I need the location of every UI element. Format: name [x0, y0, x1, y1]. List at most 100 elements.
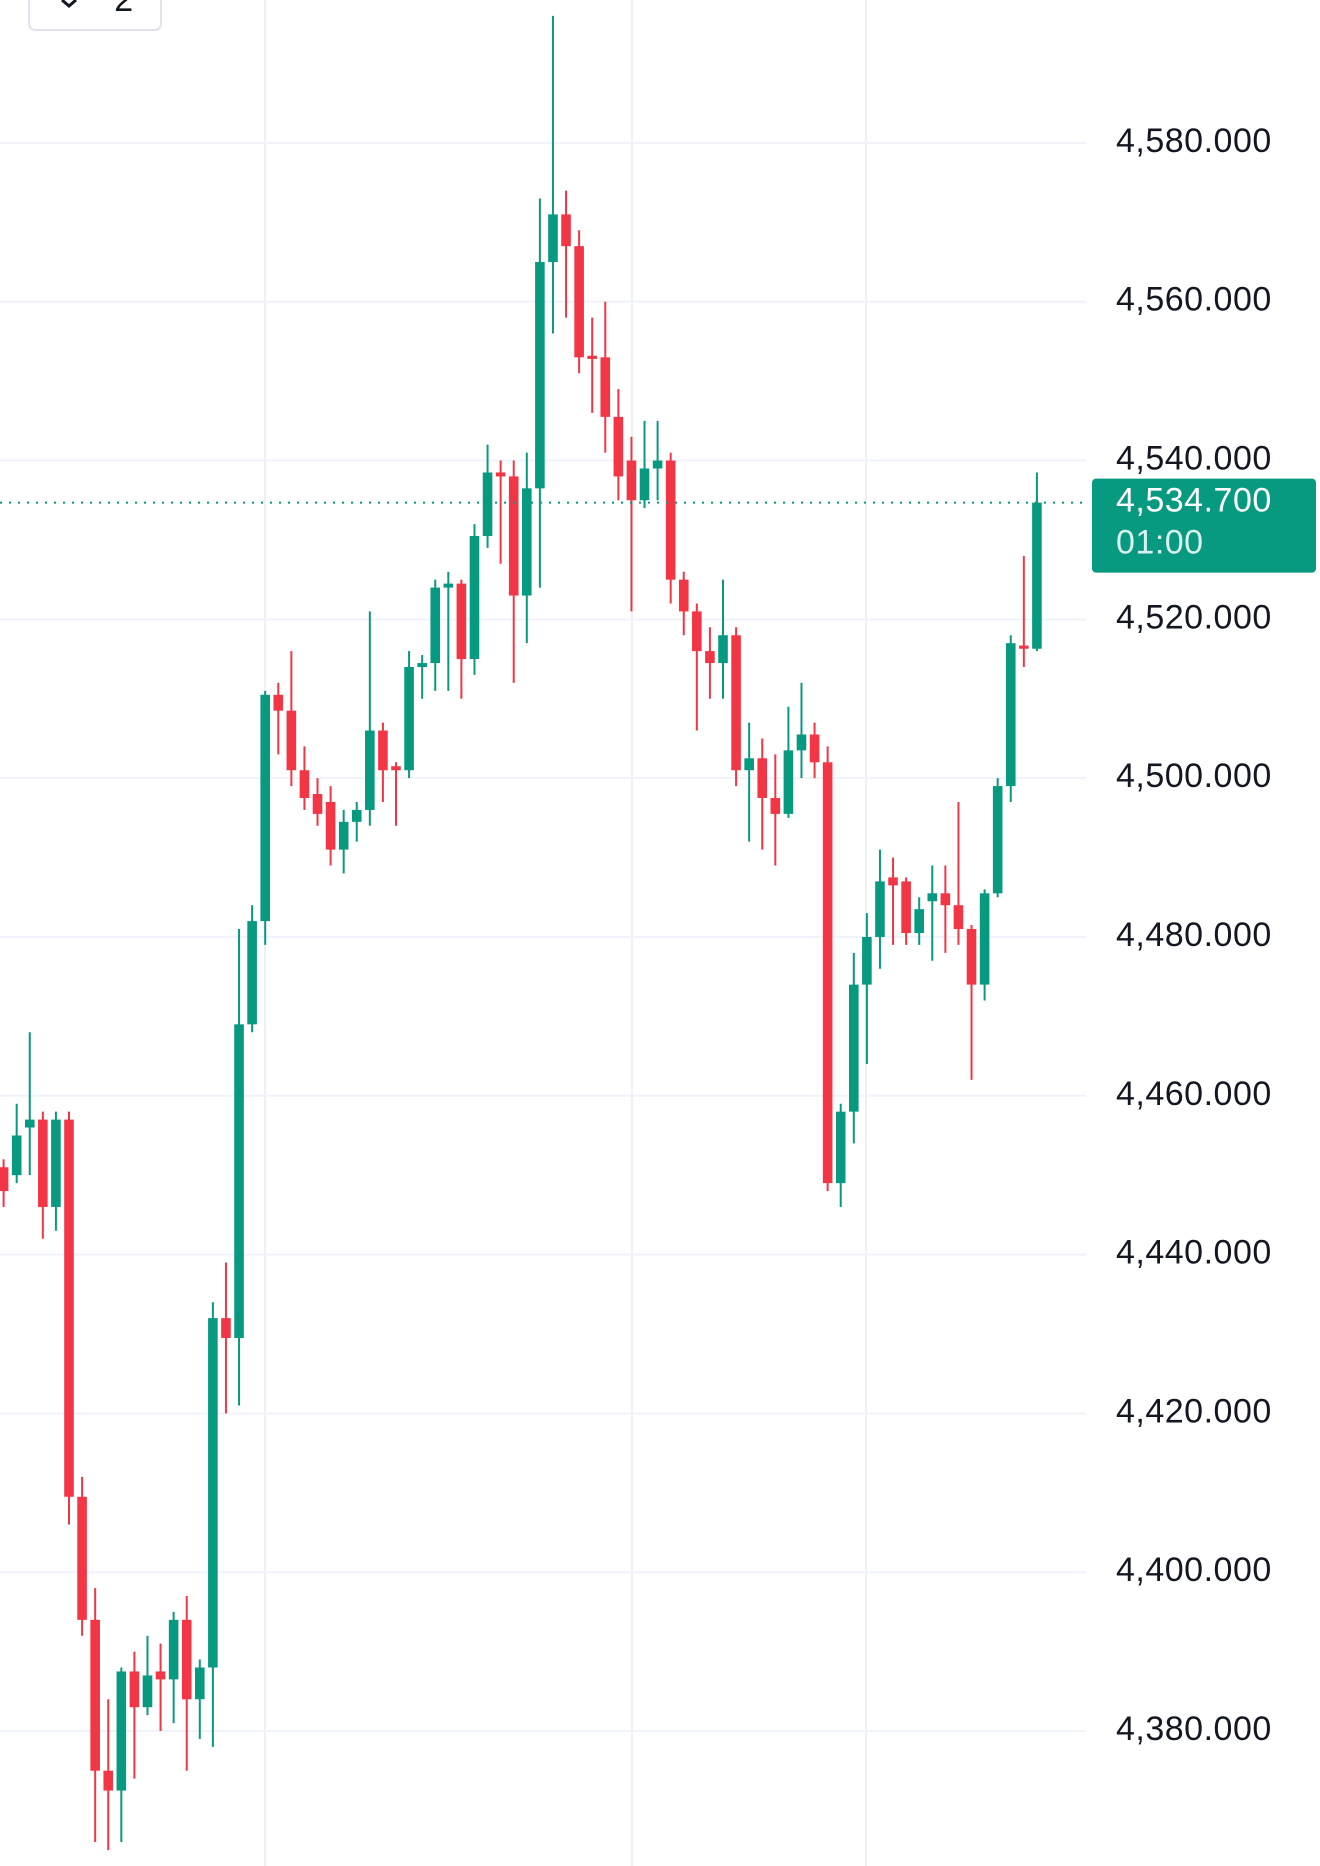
candle-body: [548, 214, 558, 263]
candle-body: [665, 460, 676, 580]
candle-body: [940, 893, 951, 906]
candle-body: [351, 809, 362, 822]
y-tick-label: 4,400.000: [1116, 1551, 1272, 1589]
candle-body: [391, 766, 401, 771]
y-tick-label: 4,440.000: [1116, 1234, 1272, 1272]
candle-body: [404, 666, 414, 771]
candle-body: [757, 758, 768, 799]
candle-body: [731, 635, 741, 771]
y-tick-label: 4,500.000: [1116, 757, 1272, 795]
candle-body: [64, 1119, 74, 1497]
candle-body: [992, 786, 1003, 894]
last-price-label: 4,534.700: [1116, 482, 1272, 520]
candle-body: [535, 262, 545, 489]
candles: [0, 15, 1042, 1851]
candle-body: [299, 770, 310, 799]
y-tick-label: 4,580.000: [1116, 122, 1272, 160]
y-tick-label: 4,460.000: [1116, 1075, 1272, 1113]
y-tick-label: 4,540.000: [1116, 440, 1272, 478]
candle-body: [809, 734, 820, 763]
candle-body: [325, 801, 336, 850]
candle-body: [273, 694, 284, 711]
candle-body: [51, 1119, 61, 1207]
candle-body: [181, 1619, 192, 1700]
candle-body: [11, 1135, 22, 1176]
candle-body: [692, 611, 702, 652]
candle-body: [875, 881, 885, 937]
candle-body: [195, 1667, 205, 1700]
candle-body: [286, 710, 297, 771]
candle-body: [168, 1619, 179, 1680]
candle-body: [979, 893, 990, 985]
candle-body: [862, 936, 872, 985]
candle-body: [77, 1496, 87, 1620]
candle-body: [38, 1119, 48, 1207]
candle-body: [639, 468, 650, 501]
candle-body: [888, 877, 898, 886]
candle-body: [705, 651, 715, 664]
candle-body: [600, 357, 611, 417]
candle-body: [312, 794, 323, 814]
candle-body: [718, 635, 728, 664]
candle-body: [482, 472, 493, 536]
grid: 4,380.000 4,400.000 4,420.000 4,440.000 4,46…: [0, 122, 1272, 1748]
candle-body: [155, 1671, 166, 1680]
candle-body: [260, 694, 270, 922]
candle-body: [103, 1770, 114, 1791]
countdown-label: 01:00: [1116, 524, 1204, 562]
candle-body: [508, 476, 519, 596]
y-tick-label: 4,480.000: [1116, 916, 1272, 954]
candle-body: [456, 583, 467, 660]
candle-body: [561, 214, 571, 247]
candle-body: [90, 1619, 100, 1771]
candle-body: [849, 984, 859, 1112]
candle-body: [417, 663, 427, 667]
candle-body: [770, 798, 781, 814]
candle-body: [1032, 502, 1042, 649]
overlay: 4,534.700 01:00: [0, 478, 1316, 573]
candle-body: [221, 1318, 231, 1338]
y-tick-label: 4,380.000: [1116, 1710, 1272, 1748]
candle-body: [0, 1167, 9, 1192]
candle-body: [495, 472, 506, 477]
candle-body: [966, 929, 977, 985]
candle-body: [835, 1111, 846, 1184]
candle-body: [783, 750, 794, 814]
candle-body: [927, 893, 938, 902]
candle-body: [129, 1671, 140, 1708]
candle-body: [1019, 645, 1029, 649]
candle-body: [208, 1318, 218, 1668]
toolbar-button[interactable]: 2: [28, 0, 162, 31]
candle-body: [338, 821, 349, 850]
candle-body: [953, 905, 964, 930]
candle-body: [626, 460, 637, 501]
candle-body: [365, 730, 375, 810]
candle-body: [744, 758, 754, 771]
candle-body: [587, 355, 597, 359]
candle-body: [574, 246, 584, 358]
candle-body: [901, 881, 911, 933]
badge-count: 2: [114, 0, 133, 19]
y-tick-label: 4,420.000: [1116, 1392, 1272, 1430]
candle-body: [652, 460, 663, 469]
candle-body: [142, 1675, 153, 1708]
candle-body: [613, 416, 624, 477]
last-price-box: [1092, 478, 1316, 573]
candle-body: [443, 583, 454, 588]
candle-body: [914, 909, 924, 933]
candle-body: [378, 730, 388, 771]
button-frame[interactable]: [28, 0, 162, 31]
y-tick-label: 4,560.000: [1116, 281, 1272, 319]
candle-body: [116, 1671, 127, 1791]
y-tick-label: 4,520.000: [1116, 598, 1272, 636]
candle-body: [247, 921, 257, 1025]
candle-body: [430, 587, 441, 664]
chevron-icon: [61, 0, 77, 8]
candle-body: [1005, 643, 1016, 787]
candle-body: [796, 734, 807, 751]
candle-body: [234, 1024, 244, 1338]
candle-body: [469, 535, 480, 660]
candle-body: [24, 1119, 35, 1128]
